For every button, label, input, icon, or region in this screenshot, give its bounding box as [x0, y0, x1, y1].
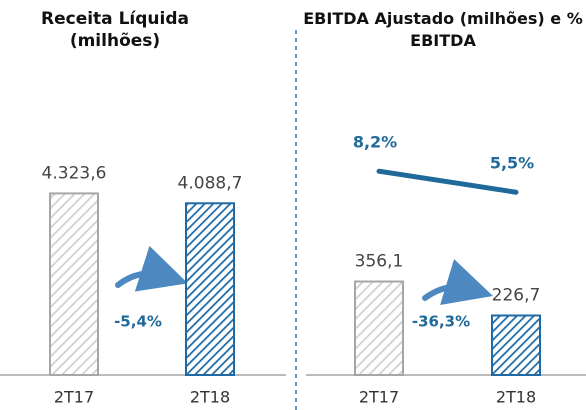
x-tick-label: 2T18 — [496, 388, 536, 407]
line — [376, 168, 519, 195]
x-tick-label: 2T17 — [54, 388, 94, 407]
annotation: -36,3% — [412, 313, 470, 331]
bar — [185, 202, 235, 376]
x-tick-label: 2T18 — [190, 388, 230, 407]
arrow — [115, 245, 188, 292]
data-label: 4.088,7 — [178, 173, 243, 193]
annotation: -5,4% — [114, 313, 162, 331]
data-label: 226,7 — [492, 285, 541, 305]
data-label: 356,1 — [355, 252, 404, 272]
bar — [354, 280, 404, 376]
data-label: 5,5% — [490, 154, 534, 173]
bar — [491, 314, 541, 376]
bar — [49, 192, 99, 376]
chart-title: EBITDA Ajustado (milhões) e % EBITDA — [303, 9, 583, 50]
data-label: 4.323,6 — [42, 163, 107, 183]
x-tick-label: 2T17 — [359, 388, 399, 407]
data-label: 8,2% — [353, 133, 397, 152]
arrow — [422, 259, 493, 305]
chart-title: Receita Líquida (milhões) — [41, 9, 189, 51]
